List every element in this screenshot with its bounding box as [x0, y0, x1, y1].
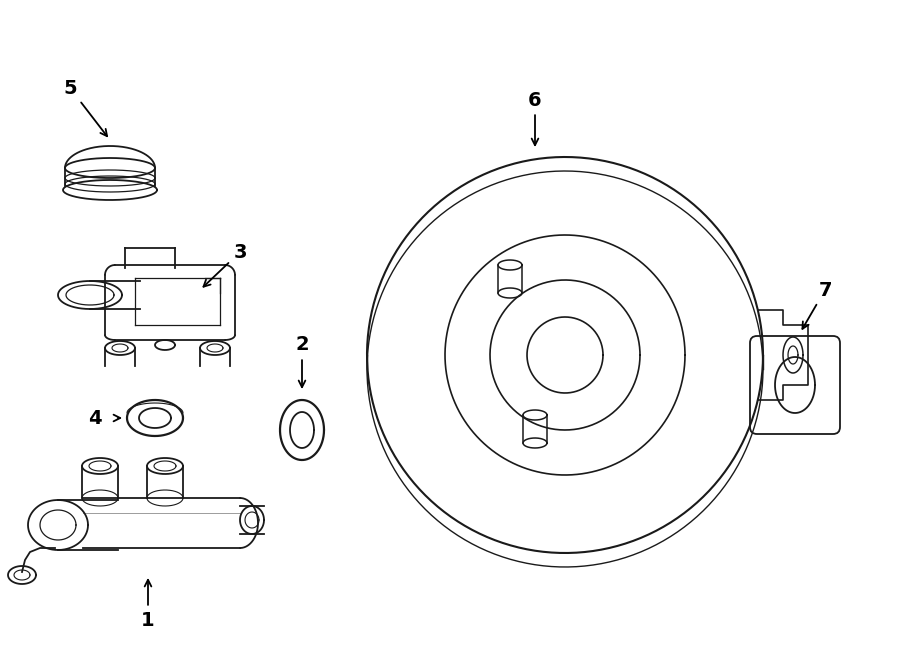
Text: 7: 7 — [803, 280, 832, 329]
Text: 5: 5 — [63, 79, 107, 136]
Text: 2: 2 — [295, 336, 309, 387]
Text: 1: 1 — [141, 580, 155, 629]
Text: 4: 4 — [88, 408, 102, 428]
Text: 3: 3 — [203, 243, 247, 287]
Text: 6: 6 — [528, 91, 542, 145]
